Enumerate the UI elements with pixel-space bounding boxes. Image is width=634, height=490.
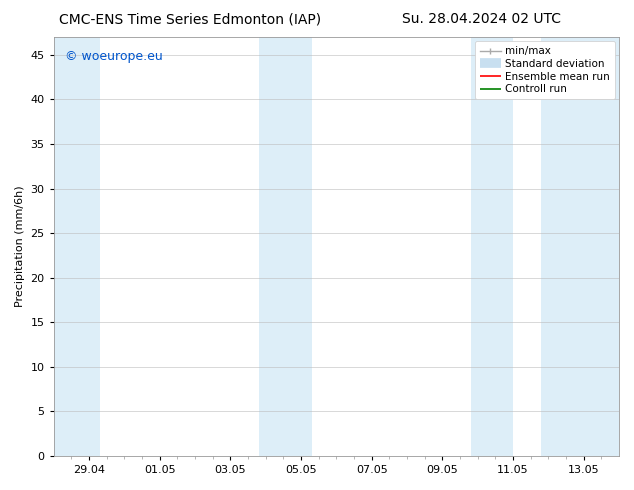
- Text: Su. 28.04.2024 02 UTC: Su. 28.04.2024 02 UTC: [403, 12, 561, 26]
- Text: © woeurope.eu: © woeurope.eu: [65, 49, 163, 63]
- Y-axis label: Precipitation (mm/6h): Precipitation (mm/6h): [15, 186, 25, 307]
- Bar: [259, 37, 312, 456]
- Bar: [54, 37, 100, 456]
- Bar: [541, 37, 619, 456]
- Text: CMC-ENS Time Series Edmonton (IAP): CMC-ENS Time Series Edmonton (IAP): [59, 12, 321, 26]
- Legend: min/max, Standard deviation, Ensemble mean run, Controll run: min/max, Standard deviation, Ensemble me…: [475, 41, 615, 99]
- Bar: [470, 37, 513, 456]
